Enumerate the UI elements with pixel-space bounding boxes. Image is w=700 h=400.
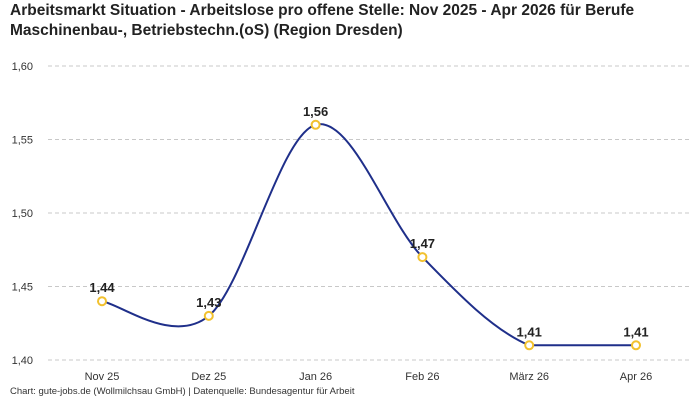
y-tick-label: 1,50 [12,208,33,220]
chart-footer: Chart: gute-jobs.de (Wollmilchsau GmbH) … [10,386,355,397]
y-tick-label: 1,45 [12,282,33,294]
data-label: 1,41 [623,324,648,339]
data-point [524,340,535,351]
x-tick-label: Feb 26 [405,371,439,383]
data-label: 1,44 [89,280,115,295]
data-point [97,296,107,307]
data-point [203,310,214,321]
y-tick-label: 1,40 [12,355,33,367]
x-tick-label: Dez 25 [191,371,226,383]
x-tick-label: Jan 26 [299,371,332,383]
chart-title: Arbeitsmarkt Situation - Arbeitslose pro… [10,2,635,39]
data-label: 1,41 [517,324,542,339]
data-point [631,340,641,351]
data-label: 1,43 [196,295,221,310]
x-tick-label: Nov 25 [85,371,120,383]
y-tick-label: 1,60 [12,61,33,73]
data-point [417,252,428,263]
data-label: 1,47 [410,236,435,251]
x-tick-label: März 26 [509,371,549,383]
series-line [101,123,636,347]
x-tick-label: Apr 26 [620,371,652,383]
y-tick-label: 1,55 [12,135,33,147]
data-point [310,119,321,130]
data-label: 1,56 [303,104,328,119]
